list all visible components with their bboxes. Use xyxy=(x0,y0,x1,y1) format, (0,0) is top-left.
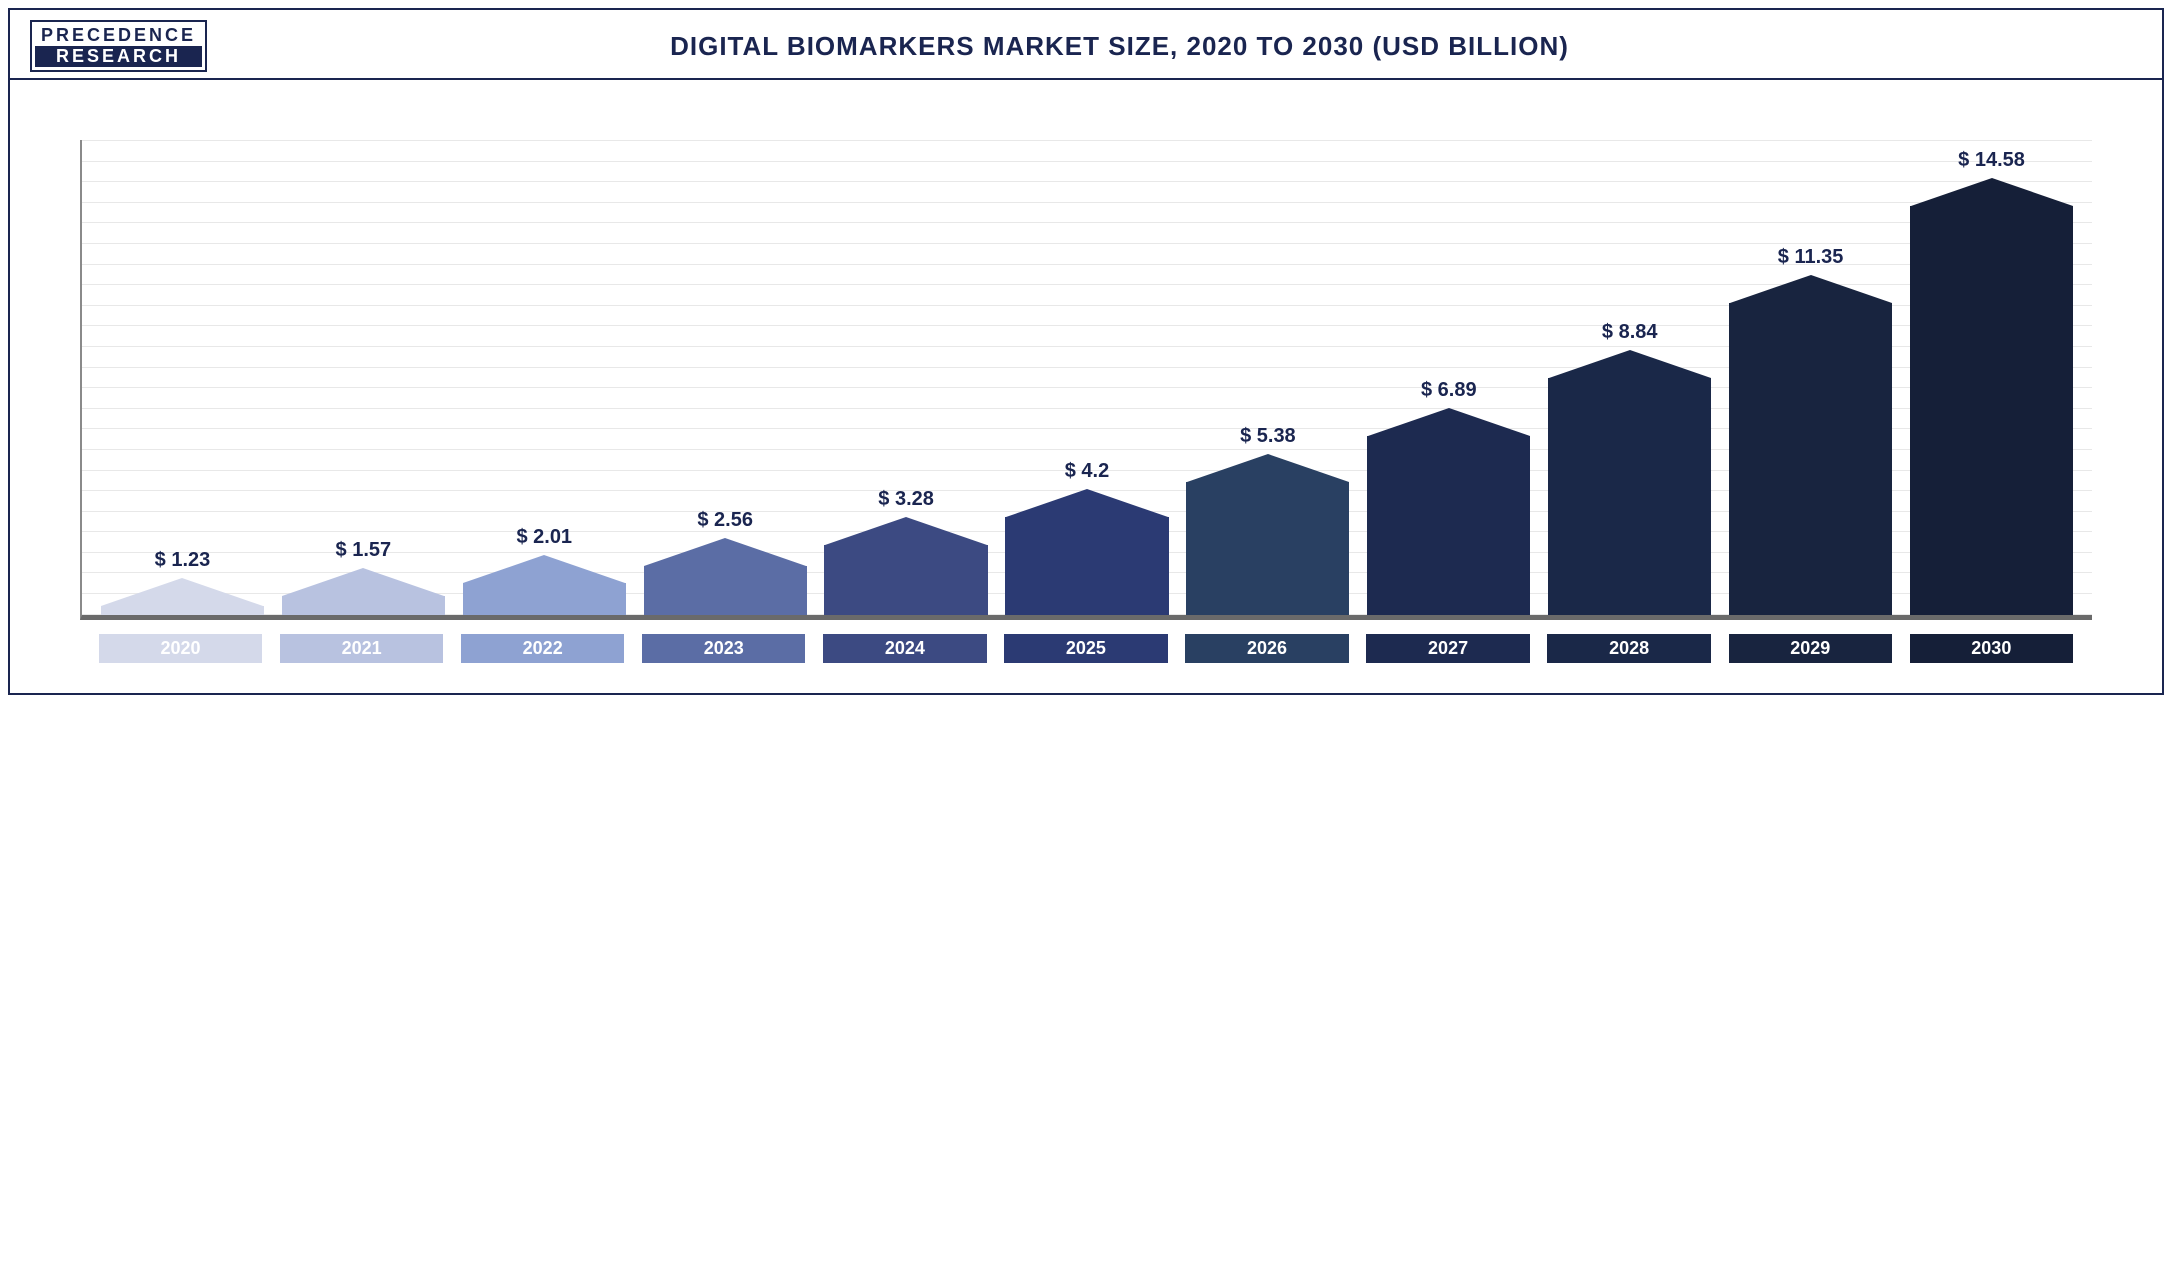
bar-shape xyxy=(1548,350,1711,615)
bar-peak xyxy=(1187,454,1349,482)
bar-shape xyxy=(1186,454,1349,615)
x-tick-2029: 2029 xyxy=(1729,634,1892,663)
bar-body xyxy=(1186,482,1349,615)
bar-shape xyxy=(824,517,987,615)
x-tick-2026: 2026 xyxy=(1185,634,1348,663)
bar-shape xyxy=(463,555,626,615)
logo-top-text: PRECEDENCE xyxy=(35,25,202,46)
x-tick-2028: 2028 xyxy=(1547,634,1710,663)
bar-value-label: $ 11.35 xyxy=(1778,246,1844,269)
x-tick-2027: 2027 xyxy=(1366,634,1529,663)
bar-2021: $ 1.57 xyxy=(282,140,445,615)
bar-2026: $ 5.38 xyxy=(1186,140,1349,615)
x-tick-2022: 2022 xyxy=(461,634,624,663)
bar-2023: $ 2.56 xyxy=(644,140,807,615)
bar-shape xyxy=(1910,178,2073,615)
bar-2020: $ 1.23 xyxy=(101,140,264,615)
bar-2024: $ 3.28 xyxy=(824,140,987,615)
x-tick-2030: 2030 xyxy=(1910,634,2073,663)
brand-logo: PRECEDENCE RESEARCH xyxy=(30,20,207,72)
bar-value-label: $ 14.58 xyxy=(1958,149,2025,172)
bar-value-label: $ 5.38 xyxy=(1240,425,1296,448)
bar-peak xyxy=(101,578,263,606)
logo-bottom-text: RESEARCH xyxy=(35,46,202,67)
x-axis: 2020 2021 2022 2023 2024 2025 2026 2027 2028 2029… xyxy=(80,620,2092,663)
bar-body xyxy=(1005,517,1168,615)
chart-body: $ 1.23 $ 1.57 $ 2.01 $ 2.56 $ 3.28 $ 4.2 $ 5.3… xyxy=(10,80,2162,693)
bar-2029: $ 11.35 xyxy=(1729,140,1892,615)
x-tick-2024: 2024 xyxy=(823,634,986,663)
header: PRECEDENCE RESEARCH DIGITAL BIOMARKERS M… xyxy=(10,10,2162,80)
bar-body xyxy=(1910,206,2073,615)
chart-frame: PRECEDENCE RESEARCH DIGITAL BIOMARKERS M… xyxy=(8,8,2164,695)
plot-area: $ 1.23 $ 1.57 $ 2.01 $ 2.56 $ 3.28 $ 4.2 $ 5.3… xyxy=(80,140,2092,620)
x-tick-2025: 2025 xyxy=(1004,634,1167,663)
bar-shape xyxy=(1729,275,1892,616)
bar-shape xyxy=(644,538,807,615)
bar-body xyxy=(824,545,987,615)
bar-2022: $ 2.01 xyxy=(463,140,626,615)
bar-shape xyxy=(101,578,264,615)
chart-title: DIGITAL BIOMARKERS MARKET SIZE, 2020 TO … xyxy=(237,31,2142,62)
bar-value-label: $ 1.23 xyxy=(155,549,211,572)
bar-value-label: $ 8.84 xyxy=(1602,321,1658,344)
bar-value-label: $ 2.01 xyxy=(516,526,572,549)
bar-body xyxy=(644,566,807,615)
bar-2028: $ 8.84 xyxy=(1548,140,1711,615)
bar-peak xyxy=(1730,275,1892,303)
bar-body xyxy=(1729,303,1892,616)
bar-value-label: $ 1.57 xyxy=(336,539,392,562)
bar-2025: $ 4.2 xyxy=(1005,140,1168,615)
bar-shape xyxy=(282,568,445,615)
bar-peak xyxy=(1911,178,2073,206)
bar-peak xyxy=(282,568,444,596)
bar-peak xyxy=(1006,489,1168,517)
bar-shape xyxy=(1005,489,1168,615)
bar-peak xyxy=(1368,408,1530,436)
bar-value-label: $ 4.2 xyxy=(1065,460,1109,483)
bar-body xyxy=(101,606,264,615)
bars-container: $ 1.23 $ 1.57 $ 2.01 $ 2.56 $ 3.28 $ 4.2 $ 5.3… xyxy=(82,140,2092,615)
bar-value-label: $ 2.56 xyxy=(697,509,753,532)
bar-body xyxy=(1548,378,1711,615)
x-tick-2020: 2020 xyxy=(99,634,262,663)
bar-peak xyxy=(644,538,806,566)
bar-peak xyxy=(825,517,987,545)
bar-2030: $ 14.58 xyxy=(1910,140,2073,615)
bar-shape xyxy=(1367,408,1530,615)
bar-value-label: $ 3.28 xyxy=(878,488,934,511)
bar-body xyxy=(463,583,626,615)
bar-value-label: $ 6.89 xyxy=(1421,379,1477,402)
x-tick-2023: 2023 xyxy=(642,634,805,663)
bar-2027: $ 6.89 xyxy=(1367,140,1530,615)
bar-body xyxy=(282,596,445,615)
x-tick-2021: 2021 xyxy=(280,634,443,663)
bar-peak xyxy=(1549,350,1711,378)
bar-peak xyxy=(463,555,625,583)
bar-body xyxy=(1367,436,1530,615)
